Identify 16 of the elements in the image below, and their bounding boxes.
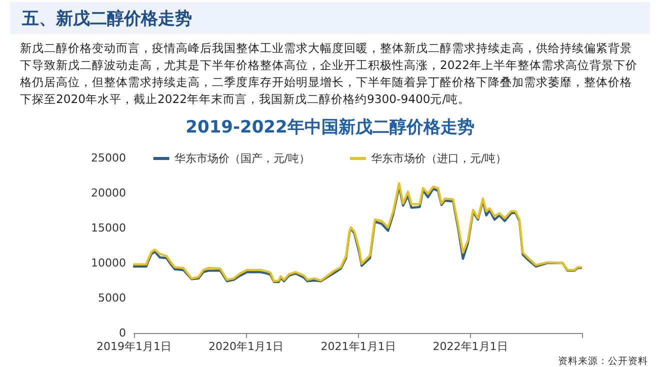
x-tick-label: 2022年1月1日: [432, 340, 508, 353]
y-tick-label: 25000: [91, 152, 126, 164]
legend-label: 华东市场价（进口，元/吨）: [371, 152, 507, 165]
chart-title: 2019-2022年中国新戊二醇价格走势: [186, 118, 474, 138]
x-tick-label: 2019年1月1日: [96, 340, 172, 353]
x-tick-label: 2020年1月1日: [208, 340, 284, 353]
y-tick-label: 10000: [91, 256, 126, 270]
y-tick-label: 20000: [91, 186, 126, 200]
x-tick-label: 2021年1月1日: [320, 340, 396, 353]
text: 五、新戊二醇价格走势: [22, 8, 192, 30]
legend-label: 华东市场价（国产，元/吨）: [174, 152, 310, 165]
y-tick-label: 15000: [91, 222, 126, 234]
text: 资料来源：公开资料: [558, 355, 648, 367]
y-tick-label: 0: [119, 326, 126, 340]
y-tick-label: 5000: [98, 292, 126, 304]
chart-subtitle: 新戊二醇价格变动而言，疫情高峰后我国整体工业需求大幅度回暖，整体新戊二醇需求持续走高，供给持续偏紧背景下导致新戊二醇波动走高，尤其是下半年价格整体高位，企业开工积极性高涨，2022年上半年整体需求高位背景下价格仍居高位，但整体需求持续走高，二季度库存开始明显增长，下半年随着异丁醛价格下降叠加需求萎靡，整体价格下探至2020年水平，截止2022年年末而言，我国新戊二醇价格约9300-9400元/吨。: [20, 40, 639, 108]
